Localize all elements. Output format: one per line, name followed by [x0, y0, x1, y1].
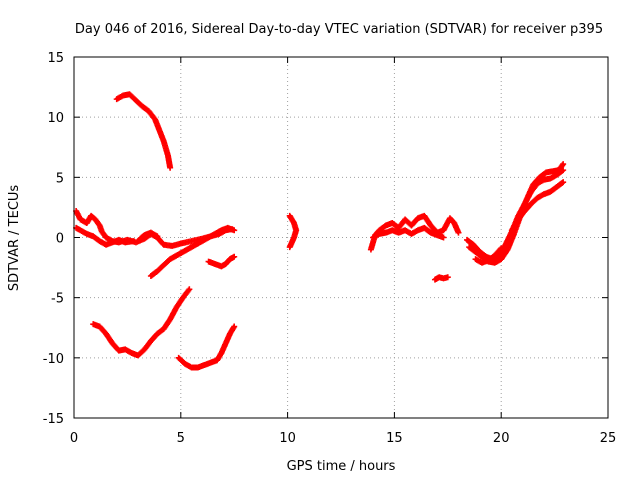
- data-point: [560, 161, 567, 168]
- x-tick-label: 0: [70, 431, 78, 446]
- y-tick-label: -15: [43, 412, 64, 427]
- series-segment-7: [90, 286, 193, 359]
- data-point: [167, 164, 174, 171]
- y-tick-label: 5: [56, 171, 64, 186]
- chart-title: Day 046 of 2016, Sidereal Day-to-day VTE…: [75, 22, 603, 37]
- axis-ticks: 0 5 10 15 20 25 -15 -10 -5 0 5 10 15: [43, 51, 617, 446]
- x-axis-label: GPS time / hours: [287, 459, 396, 474]
- data-point: [498, 245, 505, 252]
- data-point: [444, 274, 451, 281]
- x-tick-label: 15: [386, 431, 403, 446]
- series-segment-6: [205, 253, 238, 270]
- series-segment-3: [73, 224, 137, 248]
- series-segment-1: [113, 91, 174, 171]
- data-point: [154, 233, 161, 240]
- series-segment-8: [175, 323, 238, 371]
- y-tick-label: -10: [43, 352, 64, 367]
- series-segment-5: [137, 229, 161, 242]
- data-point: [560, 179, 567, 186]
- data-point: [455, 229, 462, 236]
- series-segment-12: [431, 274, 451, 283]
- series-segment-9: [286, 212, 300, 251]
- x-tick-label: 20: [493, 431, 510, 446]
- series-segment-13: [464, 167, 567, 263]
- x-tick-label: 10: [279, 431, 296, 446]
- y-tick-label: 0: [56, 232, 64, 247]
- y-axis-label: SDTVAR / TECUs: [7, 185, 22, 292]
- series-segment-16: [472, 245, 505, 266]
- data-point: [497, 246, 504, 253]
- data-point: [186, 286, 193, 293]
- series-segment-2: [73, 208, 236, 249]
- x-tick-label: 25: [600, 431, 617, 446]
- data-point: [559, 179, 566, 186]
- data-point: [440, 234, 447, 241]
- y-tick-label: -5: [51, 292, 64, 307]
- data-point: [130, 238, 137, 245]
- y-tick-label: 15: [47, 51, 64, 66]
- series-segment-4: [147, 224, 238, 280]
- x-tick-label: 5: [177, 431, 185, 446]
- data-point: [286, 244, 293, 251]
- data-point: [231, 253, 238, 260]
- series-segment-11: [370, 224, 447, 241]
- series-points: [73, 91, 567, 371]
- series-segment-15: [508, 179, 567, 234]
- y-tick-label: 10: [47, 111, 64, 126]
- grid: [74, 57, 608, 418]
- data-point: [231, 323, 238, 330]
- data-point: [231, 227, 238, 234]
- series-segment-10: [367, 212, 462, 253]
